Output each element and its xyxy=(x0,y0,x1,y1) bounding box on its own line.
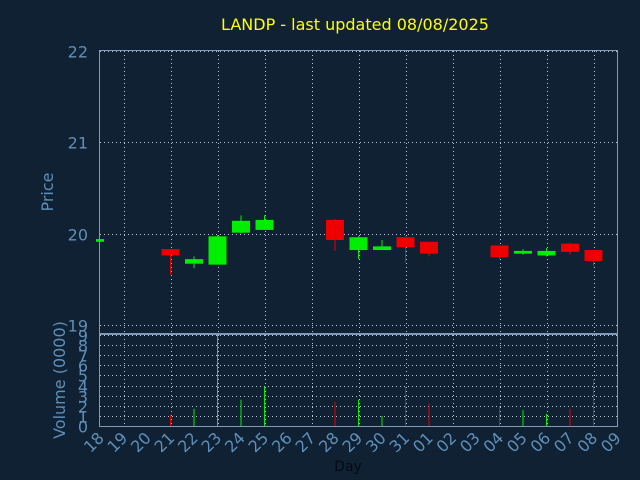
candle-body xyxy=(537,250,556,256)
price-axis-label: Price xyxy=(38,172,57,211)
volume-tick-label: 1 xyxy=(78,408,88,427)
price-tick-label: 21 xyxy=(68,134,88,153)
volume-tick-label: 0 xyxy=(78,418,88,437)
candle-body xyxy=(561,243,579,252)
candle-body xyxy=(326,219,344,240)
volume-tick-label: 7 xyxy=(78,347,88,366)
price-y-ticks: 19 20 21 22 xyxy=(68,43,88,336)
candle-body xyxy=(232,220,250,233)
candle-body xyxy=(208,236,227,265)
x-axis-label: Day xyxy=(334,459,362,475)
price-tick-label: 22 xyxy=(68,43,88,62)
price-panel-frame xyxy=(99,50,618,334)
candle-body xyxy=(490,245,509,258)
volume-tick-label: 3 xyxy=(78,388,88,407)
volume-axis-label: Volume (0000) xyxy=(50,321,69,439)
volume-tick-label: 5 xyxy=(78,367,88,386)
volume-bars xyxy=(170,335,594,426)
volume-tick-label: 8 xyxy=(78,337,88,356)
volume-tick-label: 6 xyxy=(78,357,88,376)
price-tick-label: 19 xyxy=(68,317,88,336)
candle-body xyxy=(96,239,104,242)
candle-body xyxy=(255,219,274,230)
candles xyxy=(96,215,603,275)
candle-body xyxy=(185,259,203,264)
chart-title: LANDP - last updated 08/08/2025 xyxy=(221,15,489,34)
candle-body xyxy=(396,237,415,248)
candle-body xyxy=(161,249,180,256)
candle-body xyxy=(349,237,368,251)
x-ticks: 1819202122232425262728293031010203040506… xyxy=(80,428,625,456)
volume-tick-label: 2 xyxy=(78,398,88,417)
price-tick-label: 20 xyxy=(68,226,88,245)
candle-body xyxy=(420,241,438,254)
candle-body xyxy=(584,250,603,261)
candle-body xyxy=(514,250,532,254)
volume-tick-label: 4 xyxy=(78,378,88,397)
candle-body xyxy=(373,246,391,251)
volume-tick-label: 9 xyxy=(78,327,88,346)
volume-panel-frame xyxy=(99,334,618,427)
